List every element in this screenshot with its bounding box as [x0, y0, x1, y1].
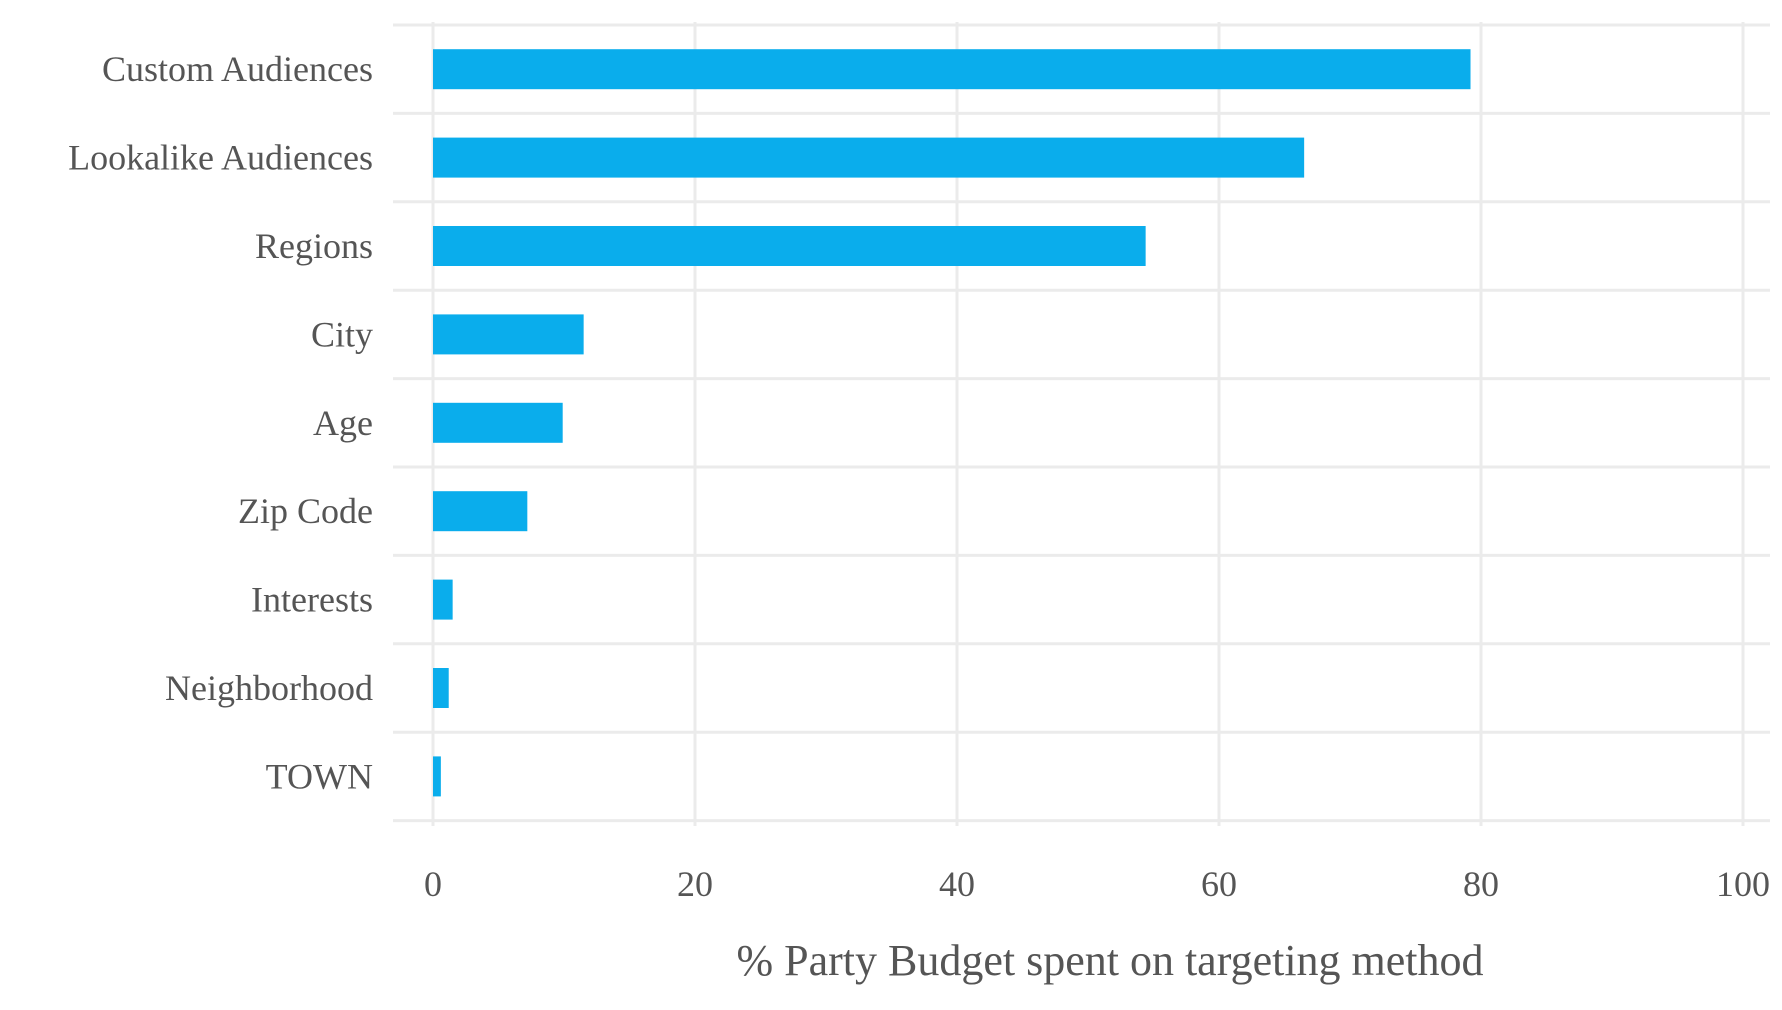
x-tick-label-60: 60	[1201, 864, 1237, 904]
x-tick-label-40: 40	[939, 864, 975, 904]
category-label-neighborhood: Neighborhood	[165, 668, 373, 708]
category-label-custom-audiences: Custom Audiences	[102, 49, 373, 89]
category-label-zip-code: Zip Code	[238, 491, 373, 531]
category-label-regions: Regions	[255, 226, 373, 266]
category-labels: Custom Audiences Lookalike Audiences Regio…	[68, 49, 373, 796]
category-label-interests: Interests	[251, 580, 373, 620]
bar-regions	[433, 226, 1146, 266]
category-label-city: City	[311, 314, 373, 354]
bar-city	[433, 314, 584, 355]
category-label-age: Age	[313, 403, 373, 443]
bar-custom-audiences	[433, 49, 1471, 90]
bar-town	[433, 756, 441, 797]
x-axis-title: % Party Budget spent on targeting method	[736, 936, 1483, 985]
bar-lookalike-audiences	[433, 137, 1305, 178]
bar-interests	[433, 579, 453, 620]
category-label-lookalike-audiences: Lookalike Audiences	[68, 138, 373, 178]
x-tick-label-80: 80	[1463, 864, 1499, 904]
x-tick-label-0: 0	[424, 864, 442, 904]
bars	[433, 49, 1471, 797]
grid	[393, 22, 1770, 826]
x-tick-label-100: 100	[1716, 864, 1770, 904]
category-label-town: TOWN	[266, 756, 373, 796]
bar-zip-code	[433, 491, 528, 532]
x-axis-ticks: 0 20 40 60 80 100	[424, 864, 1770, 904]
bar-age	[433, 402, 563, 443]
x-tick-label-20: 20	[677, 864, 713, 904]
bar-neighborhood	[433, 668, 449, 708]
